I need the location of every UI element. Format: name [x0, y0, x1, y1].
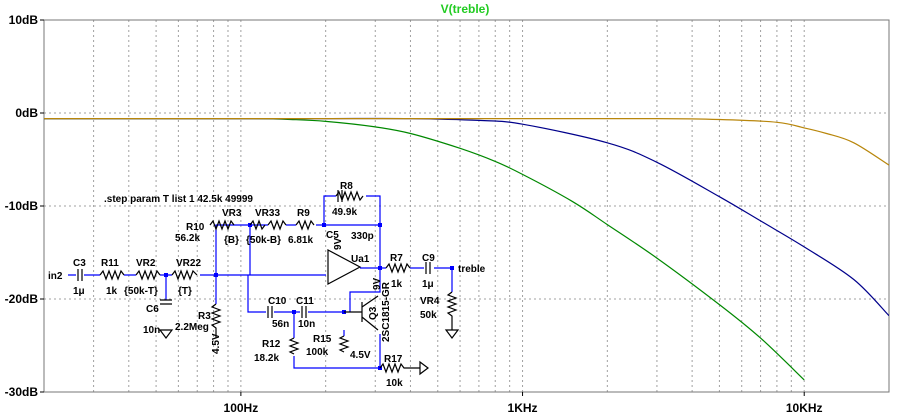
- r12-value: 18.2k: [254, 353, 279, 364]
- u1-supply: 9V: [333, 237, 344, 250]
- q3-supply: 9V: [372, 277, 383, 290]
- net-label-input: in2: [48, 271, 63, 282]
- c9-name: C9: [422, 253, 435, 264]
- opamp-symbol: [327, 249, 362, 285]
- feedback-wire: [215, 195, 381, 275]
- vr33-value: {50k-B}: [246, 235, 281, 246]
- vr2-name: VR2: [136, 258, 156, 269]
- r15-value: 100k: [306, 347, 329, 358]
- bias1-label: 4.5V: [211, 333, 222, 354]
- c3-name: C3: [73, 258, 86, 269]
- series-group: [44, 117, 889, 381]
- step-directive: .step param T list 1 42.5k 49999: [104, 194, 253, 205]
- vr4-value: 50k: [420, 310, 437, 321]
- r10-value: 56.2k: [175, 233, 200, 244]
- y-tick-label: 0dB: [15, 106, 38, 120]
- c10-value: 56n: [272, 319, 289, 330]
- r3-value: 2.2Meg: [175, 322, 209, 333]
- vr22-value: {T}: [178, 286, 192, 297]
- r7-value: 1k: [391, 279, 403, 290]
- axis-ticks: 10dB 0dB -10dB -20dB -30dB 100Hz 1KHz 10KHz: [5, 13, 823, 415]
- r17-value: 10k: [386, 378, 403, 389]
- r8-name: R8: [340, 181, 353, 192]
- r3-name: R3: [198, 311, 211, 322]
- bias2-label: 4.5V: [350, 350, 371, 361]
- resistor-symbols: [99, 190, 458, 374]
- r15-name: R15: [313, 334, 332, 345]
- c10-name: C10: [268, 296, 287, 307]
- chart-title: V(treble): [441, 2, 490, 16]
- u1-name: Ua1: [351, 254, 370, 265]
- r10-name: R10: [186, 222, 205, 233]
- y-tick-label: -30dB: [5, 385, 39, 399]
- capacitor-symbols: [77, 190, 431, 318]
- x-tick-label: 100Hz: [224, 401, 259, 415]
- vr3-name: VR3: [222, 208, 242, 219]
- c6-value: 10n: [143, 325, 160, 336]
- r9-value: 6.81k: [288, 235, 313, 246]
- series-line-2: [44, 117, 889, 317]
- r11-value: 1k: [106, 286, 118, 297]
- grid: [43, 19, 890, 393]
- c3-value: 1μ: [73, 286, 85, 297]
- x-tick-label: 10KHz: [786, 401, 823, 415]
- c6-name: C6: [146, 304, 159, 315]
- vr2-value: {50k-T}: [124, 286, 158, 297]
- output-wire: [360, 267, 453, 292]
- r12-name: R12: [262, 339, 281, 350]
- series-line-3: [44, 117, 889, 166]
- c5-value: 330p: [351, 231, 374, 242]
- c11-name: C11: [296, 296, 314, 307]
- ground-symbols: [158, 329, 460, 376]
- x-tick-label: 1KHz: [508, 401, 538, 415]
- r17-name: R17: [384, 354, 403, 365]
- vr3-value: {B}: [224, 235, 239, 246]
- net-label-output: treble: [458, 264, 486, 275]
- schematic: .step param T list 1 42.5k 49999: [48, 181, 486, 389]
- r11-name: R11: [101, 258, 119, 269]
- series-line-1: [44, 117, 805, 381]
- r8-value: 49.9k: [332, 207, 357, 218]
- q3-name: Q3: [368, 306, 379, 320]
- c11-value: 10n: [298, 319, 315, 330]
- q3-value: 2SC1815-GR: [381, 281, 392, 342]
- y-tick-label: 10dB: [9, 13, 39, 27]
- c9-value: 1μ: [422, 279, 434, 290]
- r7-name: R7: [390, 253, 403, 264]
- y-tick-label: -20dB: [5, 292, 39, 306]
- r9-name: R9: [297, 208, 310, 219]
- vr22-name: VR22: [176, 258, 201, 269]
- y-tick-label: -10dB: [5, 199, 39, 213]
- c5-name: C5: [326, 230, 339, 241]
- vr33-name: VR33: [255, 208, 280, 219]
- transistor-symbol: [344, 295, 379, 331]
- vr4-name: VR4: [420, 296, 440, 307]
